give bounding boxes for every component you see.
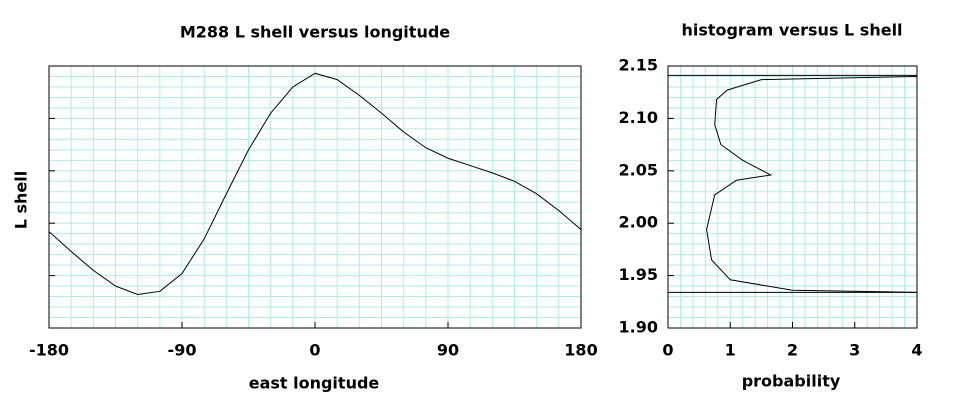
line	[49, 72, 581, 295]
y-tick-label: 1.90	[619, 318, 658, 337]
x-tick-label: 0	[309, 341, 320, 360]
y-tick-label: 1.95	[619, 265, 658, 284]
y-tick-label: 2.15	[619, 56, 658, 75]
x-tick-label: 0	[662, 341, 673, 360]
x-tick-label: -180	[29, 341, 69, 360]
x-tick-label: 2	[787, 341, 798, 360]
plot-frame	[48, 65, 582, 329]
x-tick-label: 3	[849, 341, 860, 360]
plot-frame	[667, 65, 918, 329]
x-axis-label: probability	[742, 372, 841, 391]
chart-title: histogram versus L shell	[681, 21, 902, 40]
x-tick-label: 4	[911, 341, 922, 360]
y-tick-label: 2.05	[619, 160, 658, 179]
line	[706, 75, 917, 293]
y-axis-label: L shell	[12, 171, 31, 230]
x-tick-label: 90	[437, 341, 459, 360]
x-axis-label: east longitude	[249, 374, 380, 393]
x-tick-label: 1	[725, 341, 736, 360]
chart-title: M288 L shell versus longitude	[180, 23, 450, 42]
y-tick-label: 2.00	[619, 213, 658, 232]
x-tick-label: 180	[564, 341, 597, 360]
y-tick-label: 2.10	[619, 108, 658, 127]
x-tick-label: -90	[168, 341, 197, 360]
